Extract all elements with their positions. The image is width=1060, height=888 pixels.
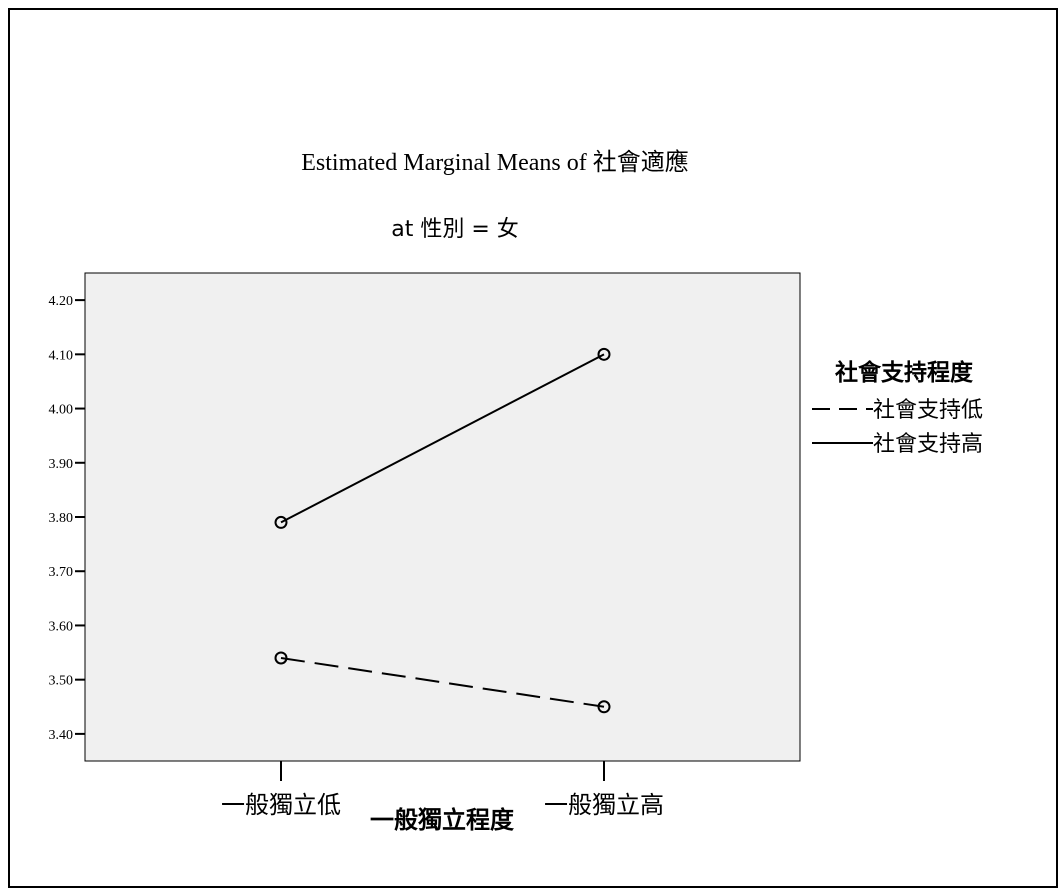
series-line bbox=[280, 353, 605, 524]
y-tick-label: 4.20 bbox=[49, 294, 74, 309]
chart-subtitle: at 性別 = 女 bbox=[391, 217, 519, 242]
series-high bbox=[274, 347, 611, 529]
data-point bbox=[274, 651, 288, 665]
x-axis-label: 一般獨立程度 bbox=[370, 806, 515, 834]
y-axis: 3.40 3.50 3.60 3.70 3.80 3.90 4.00 4.10 4.20 bbox=[49, 294, 85, 743]
x-axis: 一般獨立低 一般獨立高 bbox=[221, 761, 664, 819]
data-point bbox=[274, 515, 288, 529]
series-low bbox=[274, 651, 611, 714]
y-tick-label: 3.60 bbox=[49, 619, 74, 634]
x-tick-label: 一般獨立低 bbox=[221, 791, 341, 819]
y-tick-label: 3.80 bbox=[49, 511, 74, 526]
y-tick-label: 3.90 bbox=[49, 457, 74, 472]
y-tick-label: 4.10 bbox=[49, 348, 74, 363]
legend-item-label: 社會支持高 bbox=[873, 432, 983, 457]
data-point bbox=[597, 347, 611, 361]
data-point bbox=[597, 700, 611, 714]
chart-title: Estimated Marginal Means of 社會適應 bbox=[301, 149, 689, 176]
series-line bbox=[280, 656, 605, 708]
y-tick-label: 3.50 bbox=[49, 674, 74, 689]
series-layer bbox=[274, 347, 611, 714]
legend-item-label: 社會支持低 bbox=[873, 398, 983, 423]
x-tick-label: 一般獨立高 bbox=[544, 791, 664, 819]
y-tick-label: 3.40 bbox=[49, 728, 74, 743]
y-tick-label: 3.70 bbox=[49, 565, 74, 580]
y-tick-label: 4.00 bbox=[49, 403, 74, 418]
legend-title: 社會支持程度 bbox=[835, 359, 974, 386]
plot-area bbox=[84, 272, 801, 762]
